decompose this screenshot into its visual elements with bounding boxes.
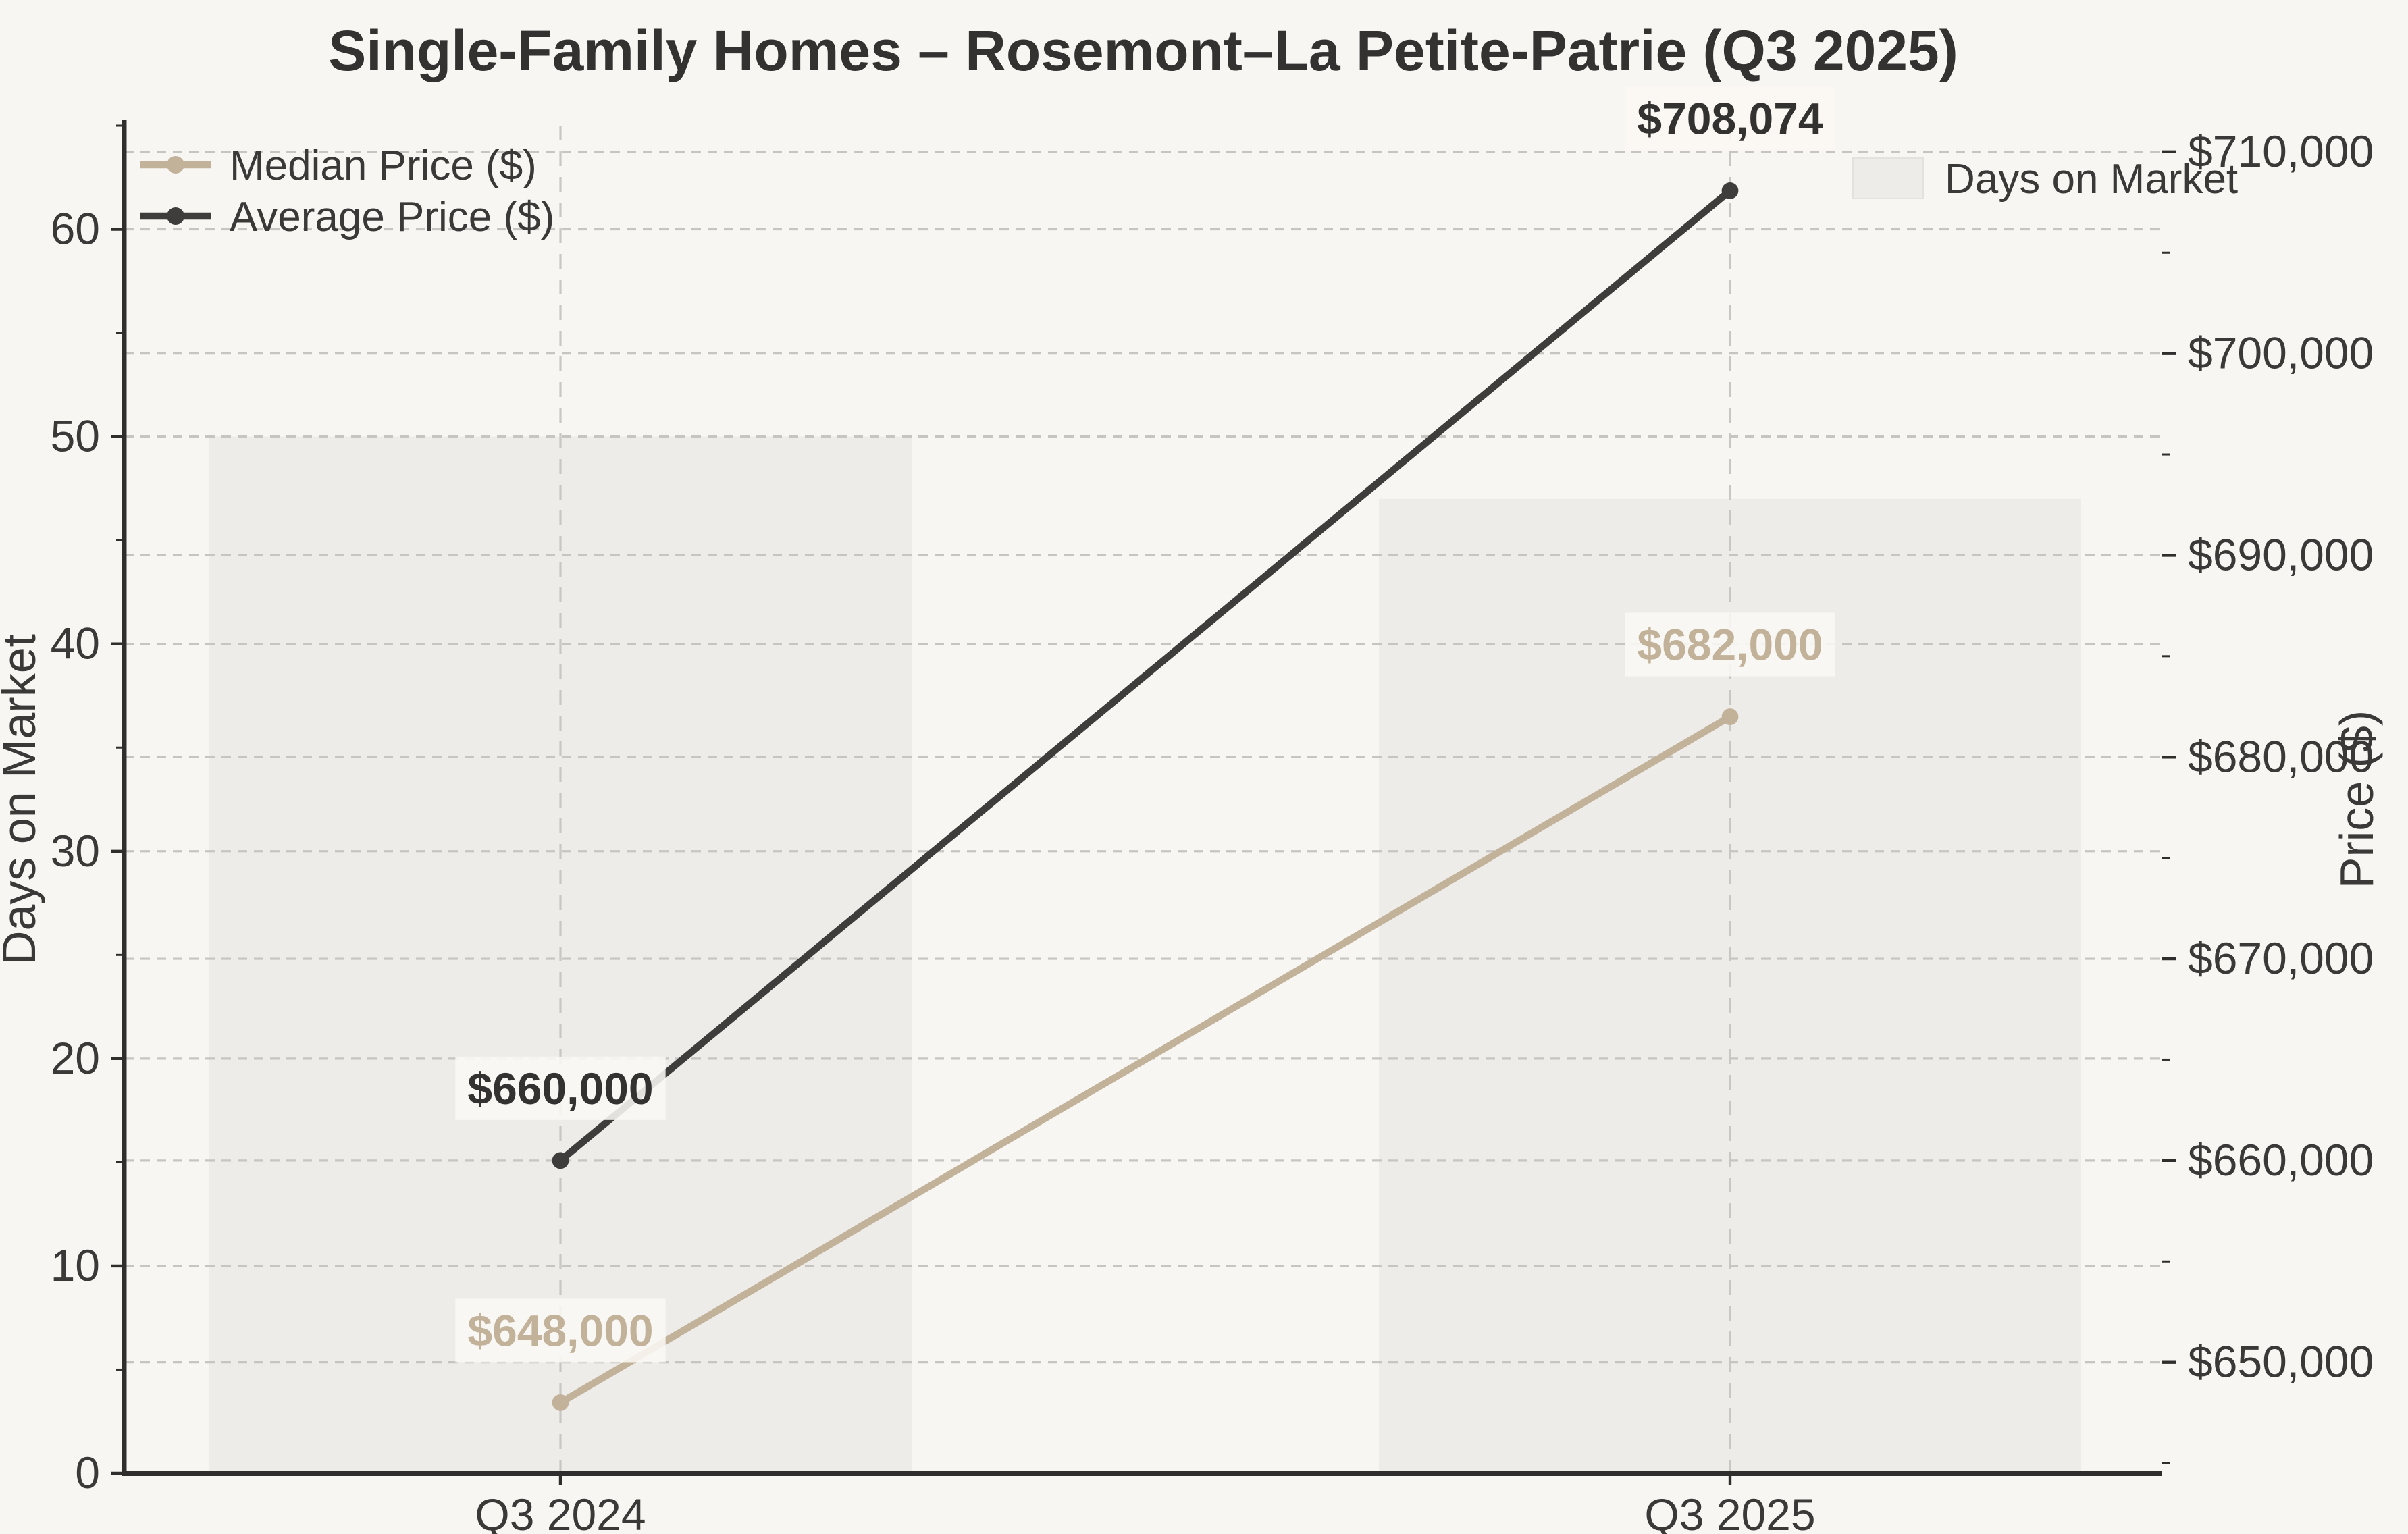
average-point-marker <box>552 1152 569 1169</box>
left-axis-tick-label: 10 <box>51 1240 100 1290</box>
data-label-group: $648,000 <box>455 1298 666 1363</box>
right-axis-tick-label: $690,000 <box>2188 529 2374 579</box>
left-axis-tick-label: 40 <box>51 618 100 668</box>
legend-label-days-on-market: Days on Market <box>1945 156 2238 203</box>
data-label-median-1: $682,000 <box>1637 619 1823 669</box>
legend-label-median: Median Price ($) <box>230 142 537 189</box>
data-label-box <box>455 1298 666 1363</box>
data-label-average-0: $660,000 <box>467 1063 653 1113</box>
average-price-line <box>556 187 1734 1165</box>
right-axis-title: Price ($) <box>2330 710 2383 889</box>
data-label-group: $660,000 <box>455 1056 666 1120</box>
legend-label-average: Average Price ($) <box>230 194 554 240</box>
legend-marker-dot <box>167 156 184 174</box>
right-axis-tick-label: $710,000 <box>2188 126 2374 176</box>
left-axis-title: Days on Market <box>0 634 45 965</box>
median-point-marker <box>1721 708 1739 725</box>
left-axis-tick-label: 50 <box>51 411 100 461</box>
data-label-median-0: $648,000 <box>467 1305 653 1355</box>
median-point-marker <box>552 1394 569 1411</box>
data-label-box <box>455 1056 666 1120</box>
x-axis-tick-label: Q3 2025 <box>1644 1489 1815 1534</box>
left-axis-tick-label: 30 <box>51 826 100 876</box>
average-point-marker <box>1721 182 1739 199</box>
data-label-box <box>1625 86 1835 151</box>
legend-bar-swatch <box>1852 157 1924 199</box>
left-axis-tick-label: 60 <box>51 204 100 254</box>
data-label-group: $682,000 <box>1625 612 1835 677</box>
right-axis-tick-label: $670,000 <box>2188 933 2374 983</box>
data-label-group: $708,074 <box>1625 86 1835 151</box>
right-axis-tick-label: $660,000 <box>2188 1135 2374 1185</box>
median-price-line <box>556 713 1734 1406</box>
left-axis-tick-label: 20 <box>51 1033 100 1083</box>
right-axis-tick-label: $650,000 <box>2188 1337 2374 1387</box>
legend-marker-dot <box>167 207 184 225</box>
right-axis-tick-label: $680,000 <box>2188 731 2374 781</box>
right-axis-tick-label: $700,000 <box>2188 328 2374 378</box>
chart-title: Single-Family Homes – Rosemont–La Petite… <box>328 19 1958 82</box>
data-label-average-1: $708,074 <box>1637 93 1823 143</box>
data-label-box <box>1625 612 1835 677</box>
left-axis-tick-label: 0 <box>75 1448 100 1498</box>
x-axis-tick-label: Q3 2024 <box>475 1489 646 1534</box>
